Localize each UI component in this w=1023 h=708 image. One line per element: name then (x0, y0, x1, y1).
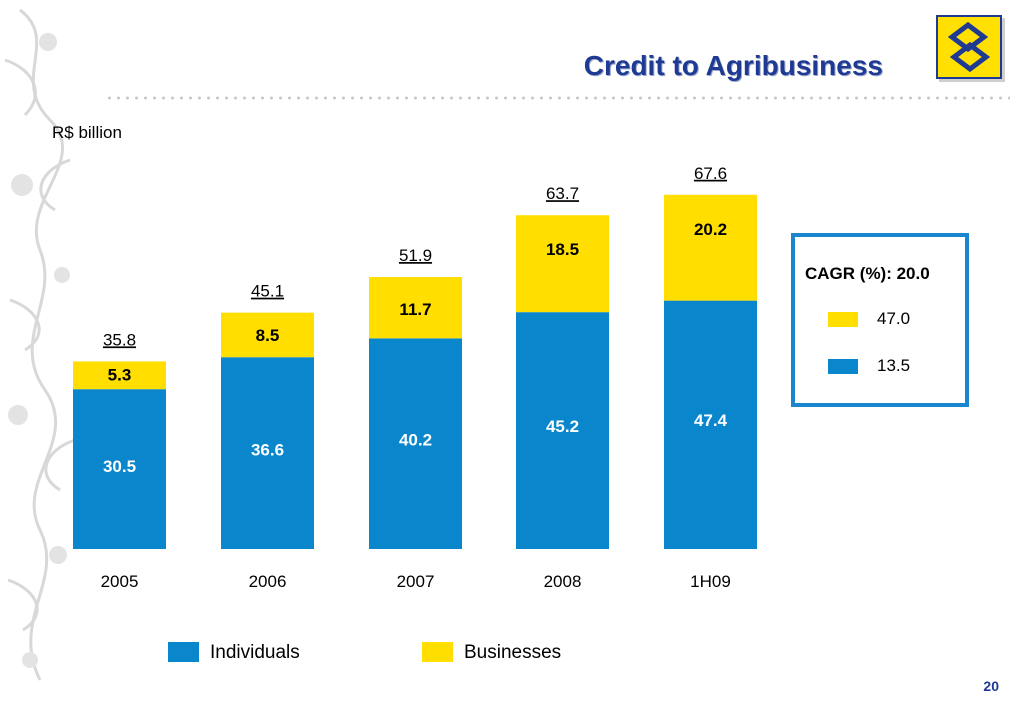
data-label-individuals-2008: 45.2 (546, 417, 579, 436)
cagr-box: CAGR (%): 20.0 47.0 13.5 (791, 233, 969, 407)
bar-businesses-1H09 (664, 194, 757, 301)
x-tick-label-2007: 2007 (397, 572, 435, 591)
unit-label: R$ billion (52, 123, 122, 142)
cagr-businesses-value: 47.0 (877, 309, 911, 328)
bar-individuals-2007 (369, 338, 462, 549)
total-label-2006: 45.1 (251, 282, 284, 301)
data-label-individuals-2005: 30.5 (103, 457, 136, 476)
total-label-1H09: 67.6 (694, 164, 727, 183)
total-label-2008: 63.7 (546, 184, 579, 203)
cagr-title: CAGR (%): 20.0 (805, 264, 930, 283)
decorative-pattern-icon (4, 8, 76, 681)
total-label-2007: 51.9 (399, 246, 432, 265)
legend-individuals-swatch (168, 642, 199, 662)
x-tick-label-1H09: 1H09 (690, 572, 731, 591)
total-label-2005: 35.8 (103, 330, 136, 349)
data-label-businesses-1H09: 20.2 (694, 220, 727, 239)
cagr-individuals-swatch (828, 359, 858, 374)
x-tick-label-2005: 2005 (101, 572, 139, 591)
x-tick-label-2006: 2006 (249, 572, 287, 591)
cagr-businesses-swatch (828, 312, 858, 327)
bank-logo-icon (936, 15, 1002, 79)
data-label-businesses-2008: 18.5 (546, 240, 579, 259)
bar-businesses-2005 (73, 361, 166, 390)
data-label-businesses-2007: 11.7 (399, 300, 431, 319)
bar-individuals-2006 (221, 357, 314, 549)
cagr-individuals-value: 13.5 (877, 356, 911, 375)
slide-title: Credit to Agribusiness (583, 50, 883, 81)
page-number: 20 (983, 678, 999, 694)
bar-businesses-2007 (369, 277, 462, 339)
data-label-individuals-2006: 36.6 (251, 440, 284, 459)
data-label-individuals-2007: 40.2 (399, 430, 432, 449)
legend-individuals-label: Individuals (210, 642, 300, 663)
bar-businesses-2008 (516, 215, 609, 313)
bar-individuals-1H09 (664, 300, 757, 549)
legend-businesses-swatch (422, 642, 453, 662)
data-label-businesses-2005: 5.3 (108, 366, 132, 385)
data-label-individuals-1H09: 47.4 (694, 411, 728, 430)
x-tick-label-2008: 2008 (544, 572, 582, 591)
data-label-businesses-2006: 8.5 (256, 326, 280, 345)
bar-individuals-2005 (73, 389, 166, 549)
bar-businesses-2006 (221, 312, 314, 358)
legend-businesses-label: Businesses (464, 642, 562, 663)
bar-individuals-2008 (516, 312, 609, 549)
dotted-divider (105, 96, 1010, 100)
